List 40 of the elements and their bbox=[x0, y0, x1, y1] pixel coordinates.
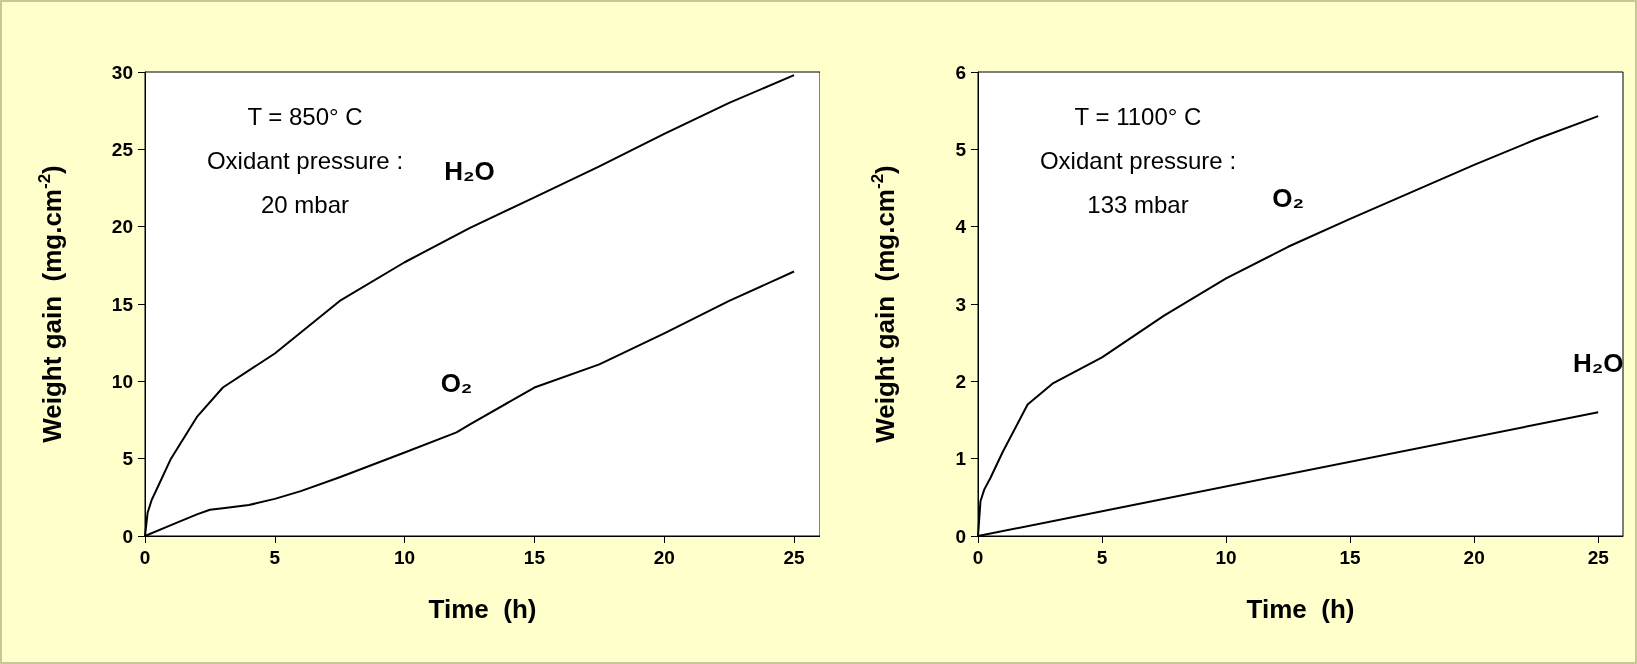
x-tick-label: 0 bbox=[139, 547, 151, 568]
series-label: O₂ bbox=[440, 368, 473, 399]
annotation: T = 1100° C bbox=[1074, 102, 1202, 130]
x-tick-label: 25 bbox=[1587, 547, 1610, 568]
annotation: 133 mbar bbox=[1087, 190, 1189, 218]
y-tick-label: 2 bbox=[955, 370, 966, 392]
x-tick-label: 10 bbox=[1215, 547, 1237, 568]
x-tick-label: 25 bbox=[783, 547, 806, 568]
y-tick-label: 0 bbox=[122, 525, 133, 547]
series-label: O₂ bbox=[1272, 182, 1304, 213]
x-axis-title: Time (h) bbox=[428, 594, 537, 624]
y-tick-label: 20 bbox=[111, 216, 133, 238]
x-axis-title: Time (h) bbox=[1246, 594, 1355, 624]
x-tick-label: 15 bbox=[523, 547, 546, 568]
x-tick-label: 10 bbox=[394, 547, 416, 568]
series-label: H₂O bbox=[1572, 348, 1624, 379]
y-tick-label: 10 bbox=[111, 370, 133, 392]
annotation: 20 mbar bbox=[260, 190, 350, 218]
x-tick-label: 5 bbox=[269, 547, 281, 568]
y-tick-label: 0 bbox=[955, 525, 966, 547]
annotation: Oxidant pressure : bbox=[1039, 146, 1237, 174]
y-tick-label: 1 bbox=[955, 448, 967, 470]
series-label: H₂O bbox=[444, 156, 495, 187]
x-tick-label: 20 bbox=[653, 547, 675, 568]
x-tick-label: 5 bbox=[1096, 547, 1108, 568]
annotation: Oxidant pressure : bbox=[206, 146, 404, 174]
y-tick-label: 5 bbox=[955, 138, 967, 160]
y-tick-label: 4 bbox=[955, 216, 967, 238]
annotation: T = 850° C bbox=[247, 102, 363, 130]
x-tick-label: 0 bbox=[972, 547, 984, 568]
y-tick-label: 25 bbox=[111, 138, 134, 160]
y-tick-label: 6 bbox=[955, 61, 966, 83]
y-axis-title: Weight gain (mg.cm-2) bbox=[35, 165, 67, 443]
x-tick-label: 15 bbox=[1339, 547, 1362, 568]
x-tick-label: 20 bbox=[1463, 547, 1485, 568]
y-tick-label: 30 bbox=[111, 61, 133, 83]
y-axis-title: Weight gain (mg.cm-2) bbox=[868, 165, 900, 443]
y-tick-label: 5 bbox=[122, 448, 134, 470]
y-tick-label: 15 bbox=[111, 293, 134, 315]
y-tick-label: 3 bbox=[955, 293, 966, 315]
